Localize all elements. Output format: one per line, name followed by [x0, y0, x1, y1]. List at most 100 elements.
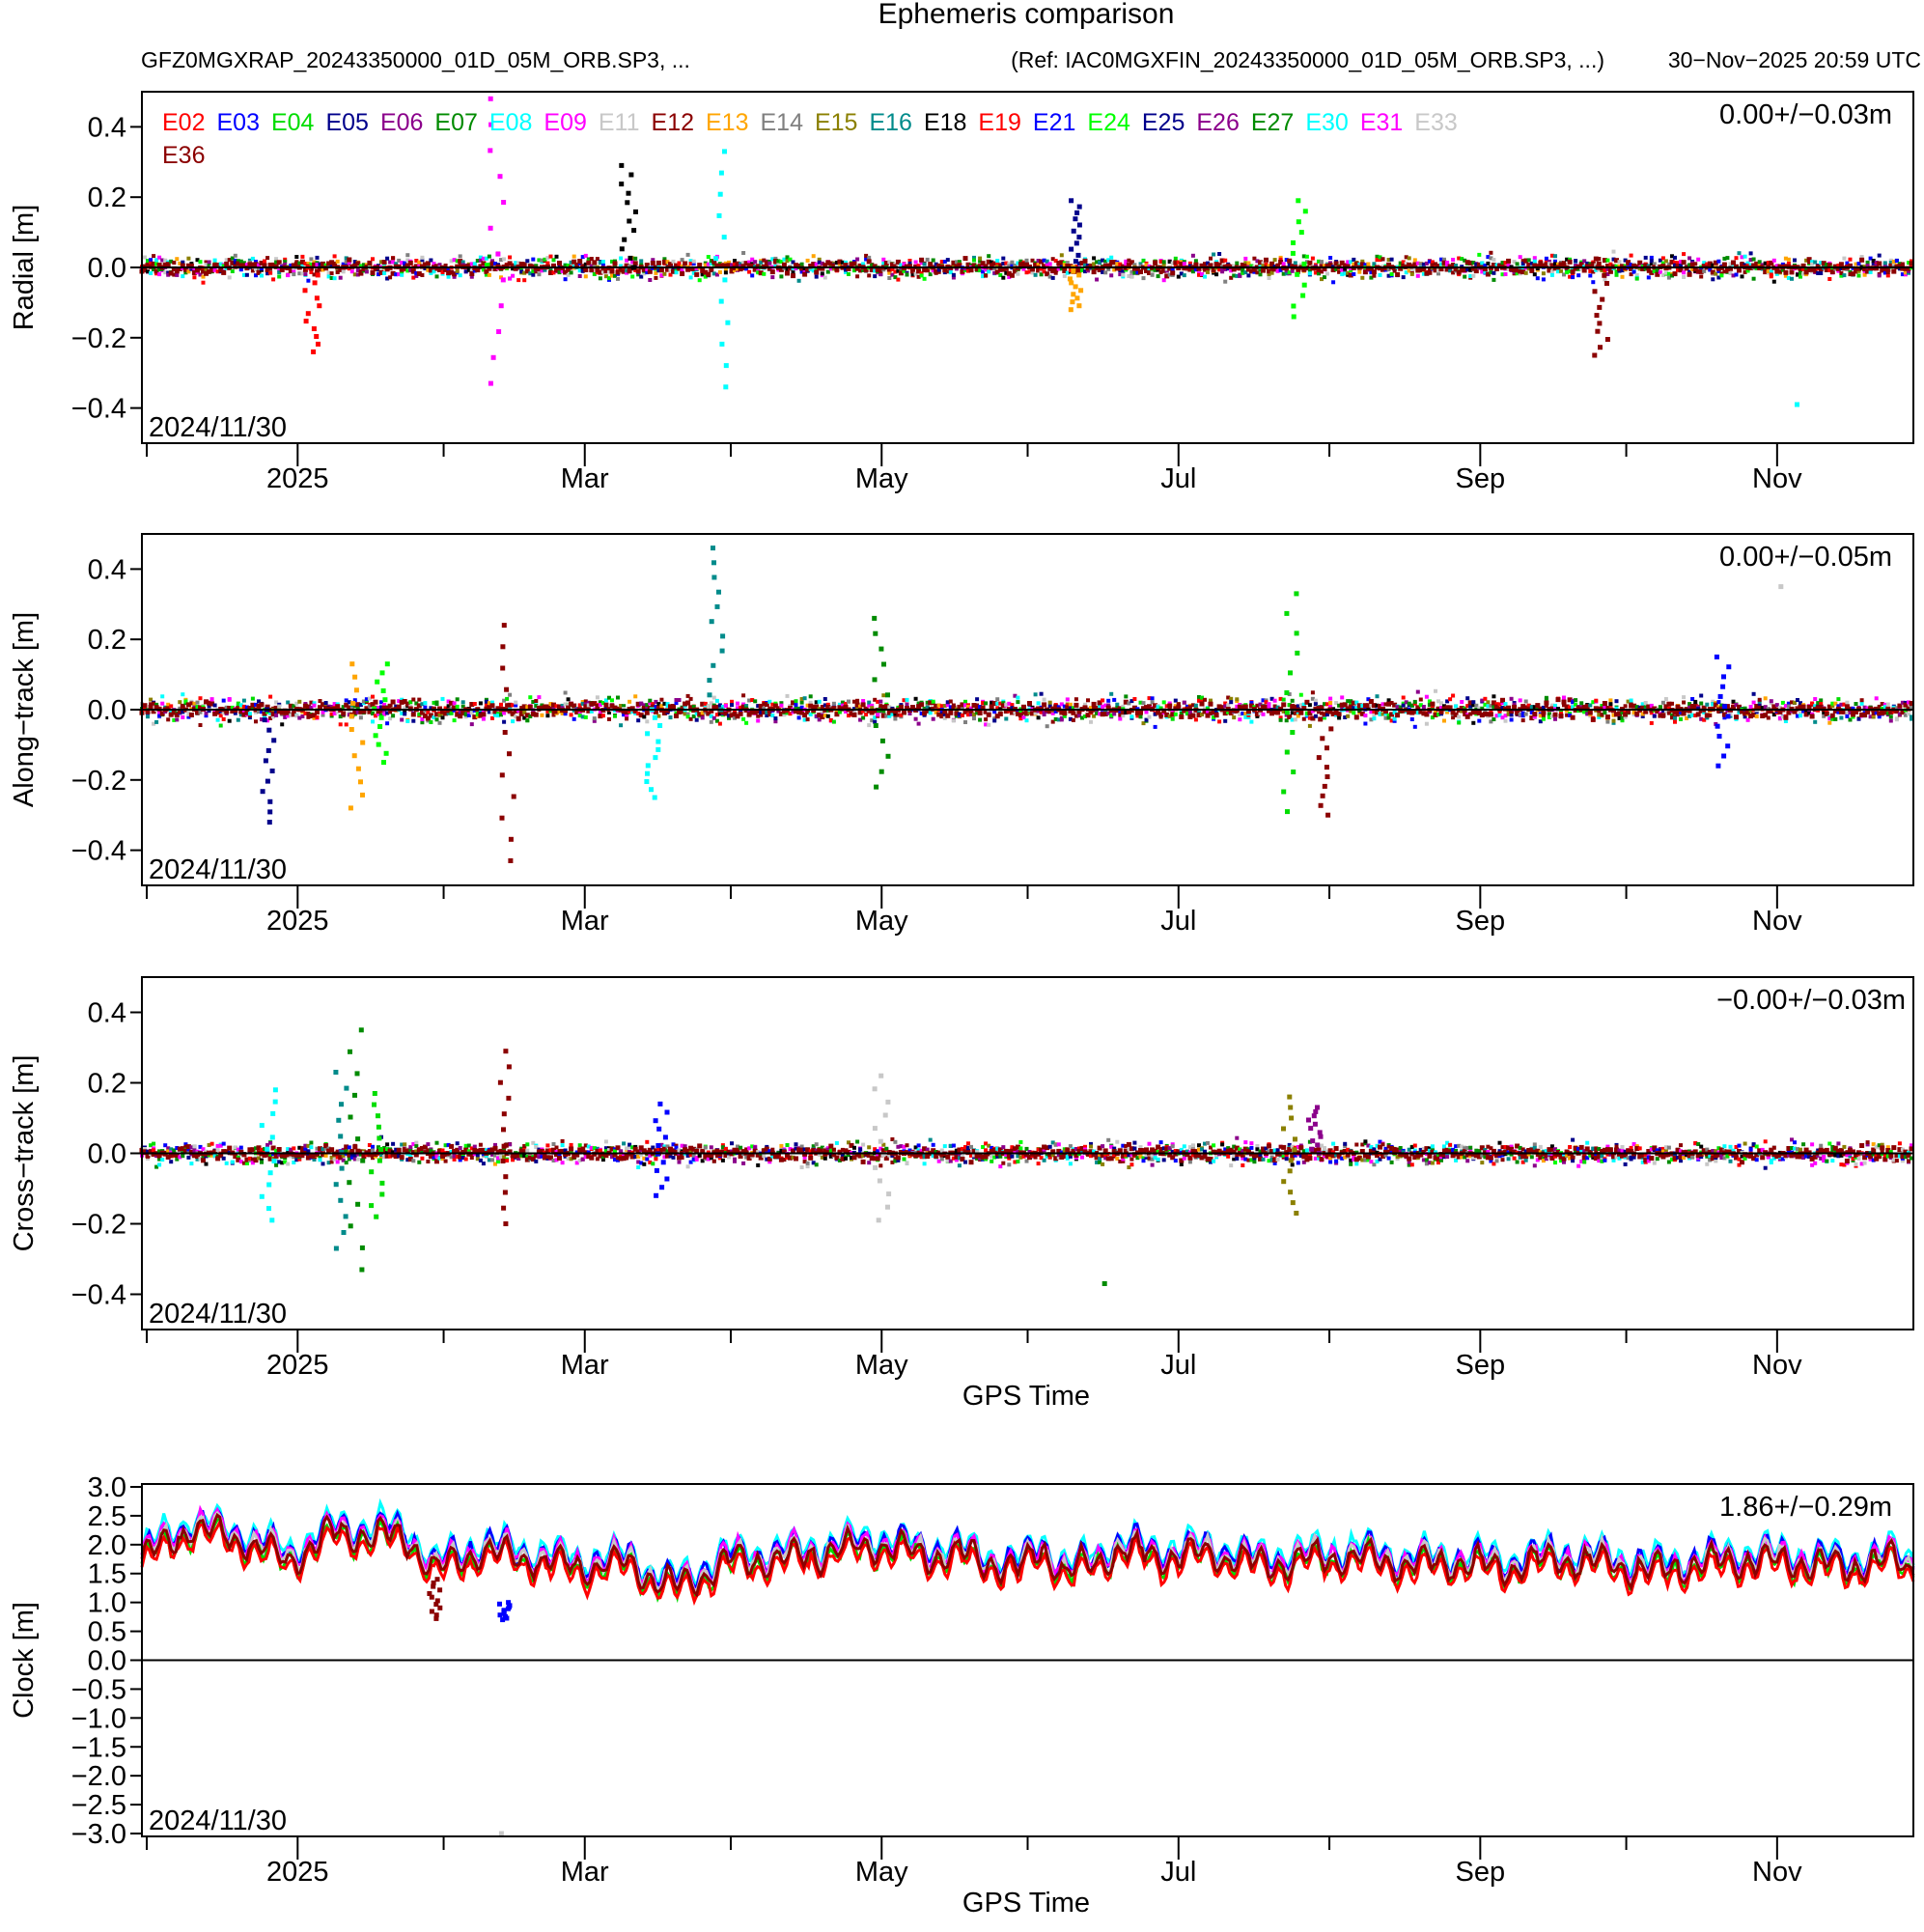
along-track-point [1138, 714, 1143, 719]
radial-point [936, 263, 942, 268]
radial-point [1200, 272, 1204, 276]
radial-point [1827, 277, 1832, 281]
along-track-point [1693, 699, 1698, 704]
radial-point [837, 259, 843, 265]
radial-point [1409, 269, 1414, 274]
along-track-point [770, 714, 775, 717]
radial-point [1553, 254, 1557, 259]
radial-point [954, 260, 959, 265]
radial-point [1655, 271, 1660, 277]
along-track-point [1383, 709, 1388, 714]
along-track-point [254, 702, 258, 707]
radial-point [1287, 263, 1292, 267]
radial-point [224, 258, 229, 263]
along-track-point [1798, 704, 1803, 710]
along-track-point [1392, 702, 1398, 708]
radial-point [1715, 266, 1721, 271]
along-track-point [840, 703, 845, 708]
radial-point [403, 261, 407, 266]
radial-outlier [1069, 198, 1074, 204]
radial-point [1147, 264, 1152, 268]
radial-outlier [633, 209, 638, 214]
radial-point [1412, 262, 1418, 267]
radial-point [1203, 262, 1207, 266]
along-track-point [1620, 718, 1625, 723]
along-track-point [799, 700, 804, 705]
radial-point [192, 275, 197, 280]
along-track-point [1568, 705, 1573, 710]
along-track-point [1766, 715, 1771, 720]
along-track-point [1663, 697, 1668, 701]
radial-point [1430, 260, 1435, 265]
along-track-point [1074, 714, 1078, 718]
along-track-point [1854, 702, 1858, 706]
along-track-point [371, 712, 375, 715]
radial-point [326, 261, 332, 266]
along-track-point [1605, 719, 1610, 724]
radial-point [405, 258, 410, 263]
along-track-point [1097, 700, 1102, 706]
radial-point [1783, 264, 1788, 268]
radial-outlier [719, 341, 725, 347]
radial-point [791, 260, 795, 265]
along-track-point [980, 705, 986, 711]
along-track-point [1682, 695, 1687, 700]
along-track-point [1687, 705, 1692, 710]
radial-point [475, 259, 480, 263]
radial-point [1317, 259, 1321, 264]
along-track-point [828, 717, 833, 722]
radial-point [1042, 264, 1047, 269]
along-track-point [312, 713, 317, 718]
along-track-point [665, 704, 670, 709]
radial-point [1562, 272, 1566, 277]
along-track-point [639, 701, 644, 706]
radial-point [750, 257, 755, 262]
along-track-point [1328, 696, 1333, 701]
radial-point [1774, 264, 1779, 268]
radial-point [1065, 270, 1070, 275]
radial-start-date: 2024/11/30 [149, 412, 287, 443]
along-track-point [1205, 713, 1211, 718]
radial-point [1401, 263, 1407, 268]
radial-point [1415, 261, 1420, 266]
radial-point [1629, 266, 1634, 271]
along-track-point [1751, 700, 1756, 705]
radial-point [1701, 264, 1707, 269]
radial-point [1856, 268, 1861, 273]
along-track-point [1301, 716, 1306, 721]
along-track-point [1372, 710, 1377, 714]
radial-point [1101, 258, 1105, 263]
along-track-point [1830, 701, 1835, 706]
radial-point [1375, 258, 1380, 263]
radial-point [1907, 268, 1910, 273]
radial-point [1506, 266, 1511, 271]
along-track-point [1565, 713, 1570, 717]
along-track-point [709, 714, 713, 718]
along-track-point [1880, 702, 1884, 706]
along-track-point [1813, 719, 1818, 724]
along-track-point [633, 694, 638, 699]
along-track-point [516, 709, 521, 714]
along-track-point [1737, 709, 1742, 714]
radial-point [540, 268, 544, 273]
along-track-point [586, 705, 591, 710]
radial-point [717, 264, 723, 269]
radial-point [352, 260, 357, 265]
radial-point [586, 260, 592, 266]
radial-point [1092, 256, 1097, 261]
radial-point [212, 267, 217, 272]
along-track-point [886, 710, 892, 715]
radial-point [1670, 254, 1674, 259]
along-track-point [1611, 718, 1616, 723]
along-track-point [1098, 704, 1102, 709]
along-track-point [1780, 714, 1785, 719]
radial-point [1118, 272, 1123, 277]
radial-point [1353, 261, 1359, 266]
along-track-point [1027, 701, 1032, 706]
radial-point [872, 264, 878, 269]
radial-outlier [1071, 292, 1076, 297]
radial-point [831, 266, 836, 271]
along-track-point [1702, 710, 1707, 714]
radial-point [1343, 266, 1348, 271]
along-track-point [475, 712, 480, 716]
